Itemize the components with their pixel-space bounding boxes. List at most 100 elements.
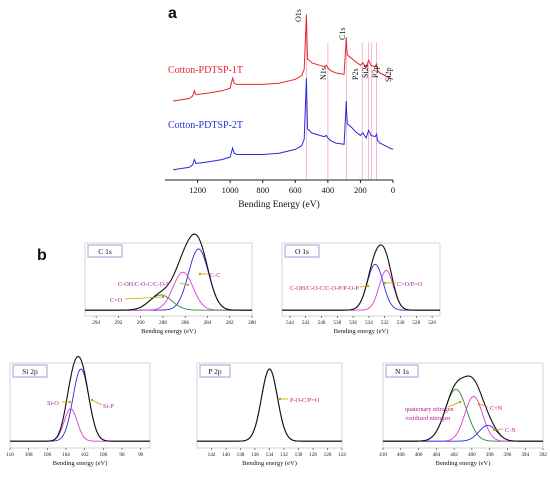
panel-si-2p-curve-envelope — [10, 355, 150, 442]
panel-p-2p-tick-label-8: 126 — [324, 452, 332, 458]
series-line-2 — [173, 78, 394, 171]
panel-o-1s-title-box — [284, 244, 320, 258]
x-tick-label-0: 1200 — [189, 185, 206, 195]
panel-n-1s-curve-envelope — [383, 375, 543, 442]
panel-c-1s-curve-envelope — [85, 233, 252, 311]
x-tick-label-5: 200 — [354, 185, 367, 195]
peak-label-6: Si2p — [384, 67, 393, 82]
panel-n-1s-x-axis-title: Bending energy (eV) — [436, 460, 491, 467]
panel-c-1s-annotation-0: C-C — [210, 272, 220, 279]
panel-c-1s-arrowhead-1 — [186, 283, 190, 287]
panel-n-1s-annotation-2: C=N — [490, 405, 503, 412]
panel-c-1s-title-box — [87, 244, 123, 258]
x-tick-label-6: 0 — [391, 185, 395, 195]
panel-o-1s-tick-label-9: 526 — [428, 320, 436, 326]
panel-o-1s-frame — [281, 242, 441, 317]
x-tick-label-3: 600 — [289, 185, 302, 195]
panel-si-2p-annotation-0: Si-O — [47, 400, 59, 407]
panel-n-1s-annotation-0: quaternary nitrogen — [405, 406, 454, 413]
panel-o-1s-curve-envelope — [282, 244, 440, 311]
panel-c-1s-annotation-1: C-OH/C-O-C/C-O-P — [118, 281, 170, 288]
panel-n-1s-title-box — [385, 364, 419, 378]
panel-p-2p-curve-envelope — [197, 368, 342, 442]
panel-c-1s-tick-label-7: 280 — [248, 320, 256, 326]
panel-n-1s-frame — [382, 362, 544, 449]
panel-o-1s-arrow-0 — [359, 285, 369, 288]
panel-n-1s-tick-label-0: 410 — [379, 452, 387, 458]
panel-c-1s-tick-label-0: 294 — [92, 320, 100, 326]
panel-c-1s-tick-label-5: 284 — [204, 320, 212, 326]
panel-n-1s-annotation-3: C-N — [505, 427, 516, 434]
x-axis-title: Bending Energy (eV) — [238, 199, 320, 210]
panel-p-2p-x-axis-title: Bending energy (eV) — [242, 460, 297, 467]
panel-o-1s-tick-label-5: 534 — [365, 320, 373, 326]
panel-c-1s-arrow-2 — [124, 296, 164, 300]
peak-label-3: P2s — [351, 68, 360, 80]
panel-si-2p-arrow-1 — [91, 399, 103, 406]
panel-c-1s-annotation-2: C=O — [110, 297, 123, 304]
panel-n-1s-arrowhead-0 — [458, 400, 462, 404]
panel-si-2p-frame — [9, 362, 151, 449]
panel-p-2p-tick-label-0: 142 — [208, 452, 216, 458]
panel-n-1s-title: N 1s — [395, 367, 409, 376]
panel-c-1s-title: C 1s — [98, 247, 112, 256]
panel-si-2p-tick-label-5: 100 — [99, 452, 107, 458]
panel-si-2p-tick-label-7: 96 — [138, 452, 144, 458]
x-tick-label-2: 800 — [256, 185, 269, 195]
peak-label-2: C1s — [338, 28, 347, 40]
panel-n-1s-tick-label-2: 406 — [415, 452, 423, 458]
panel-n-1s-tick-label-1: 408 — [397, 452, 405, 458]
panel-o-1s-tick-label-8: 528 — [412, 320, 420, 326]
panel-si-2p-tick-label-2: 106 — [43, 452, 51, 458]
panel-si-2p-annotation-1: Si-P — [103, 403, 114, 410]
series-line-1 — [173, 14, 394, 102]
series-label-1: Cotton-PDTSP-1T — [168, 65, 243, 76]
panel-si-2p-title: Si 2p — [22, 367, 38, 376]
panel-si-2p-tick-label-0: 110 — [6, 452, 14, 458]
panel-o-1s-tick-label-4: 536 — [349, 320, 357, 326]
panel-c-1s-arrowhead-2 — [161, 295, 165, 299]
panel-si-2p-tick-label-4: 102 — [81, 452, 89, 458]
panel-o-1s-tick-label-2: 540 — [318, 320, 326, 326]
panel-o-1s-arrowhead-1 — [383, 281, 387, 285]
x-tick-label-1: 1000 — [222, 185, 239, 195]
panel-c-1s-frame — [84, 242, 253, 317]
panel-n-1s-curve-c-n — [383, 424, 543, 442]
panel-o-1s-tick-label-6: 532 — [381, 320, 389, 326]
panel-c-1s-arrow-1 — [179, 282, 189, 286]
panel-p-2p-curve-p-o-c-p-o — [197, 368, 342, 442]
panel-n-1s-arrowhead-3 — [492, 428, 496, 432]
panel-p-2p-tick-label-7: 128 — [309, 452, 317, 458]
panel-n-1s-tick-label-7: 396 — [504, 452, 512, 458]
panel-p-2p-tick-label-3: 136 — [251, 452, 259, 458]
panel-c-1s-tick-label-1: 292 — [115, 320, 123, 326]
peak-label-4: Si2s — [361, 64, 370, 78]
panel-si-2p-tick-label-3: 104 — [62, 452, 70, 458]
panel-p-2p-tick-label-1: 140 — [222, 452, 230, 458]
panel-si-2p-arrowhead-0 — [68, 400, 72, 404]
panel-si-2p-tick-label-6: 98 — [119, 452, 125, 458]
panel-o-1s-annotation-1: C=O/P=O — [397, 281, 423, 288]
peak-label-0: O1s — [294, 9, 303, 22]
panel-p-2p-tick-label-9: 124 — [338, 452, 346, 458]
panel-si-2p-title-box — [12, 364, 48, 378]
panel-o-1s-x-axis-title: Bending energy (eV) — [334, 328, 389, 335]
panel-o-1s-annotation-0: C-OH/C-O-C/C-O-P/P-O-P — [290, 285, 359, 292]
panel-p-2p-tick-label-6: 130 — [295, 452, 303, 458]
panel-c-1s-x-axis-title: Bending energy (eV) — [141, 328, 196, 335]
panel-n-1s-arrow-0 — [447, 401, 461, 408]
panel-n-1s-tick-label-6: 398 — [486, 452, 494, 458]
panel-n-1s-tick-label-5: 400 — [468, 452, 476, 458]
panel-n-1s-arrowhead-2 — [477, 402, 481, 406]
panel-c-1s-tick-label-4: 286 — [181, 320, 189, 326]
panel-o-1s-arrowhead-0 — [366, 284, 370, 288]
panel-p-2p-arrowhead-0 — [278, 397, 282, 401]
panel-p-2p-tick-label-2: 138 — [237, 452, 245, 458]
panel-si-2p-x-axis-title: Bending energy (eV) — [53, 460, 108, 467]
panel-n-1s-tick-label-8: 394 — [521, 452, 529, 458]
panel-p-2p-title: P 2p — [208, 367, 222, 376]
panel-n-1s-tick-label-9: 392 — [539, 452, 547, 458]
panel-c-1s-arrowhead-0 — [198, 272, 202, 276]
